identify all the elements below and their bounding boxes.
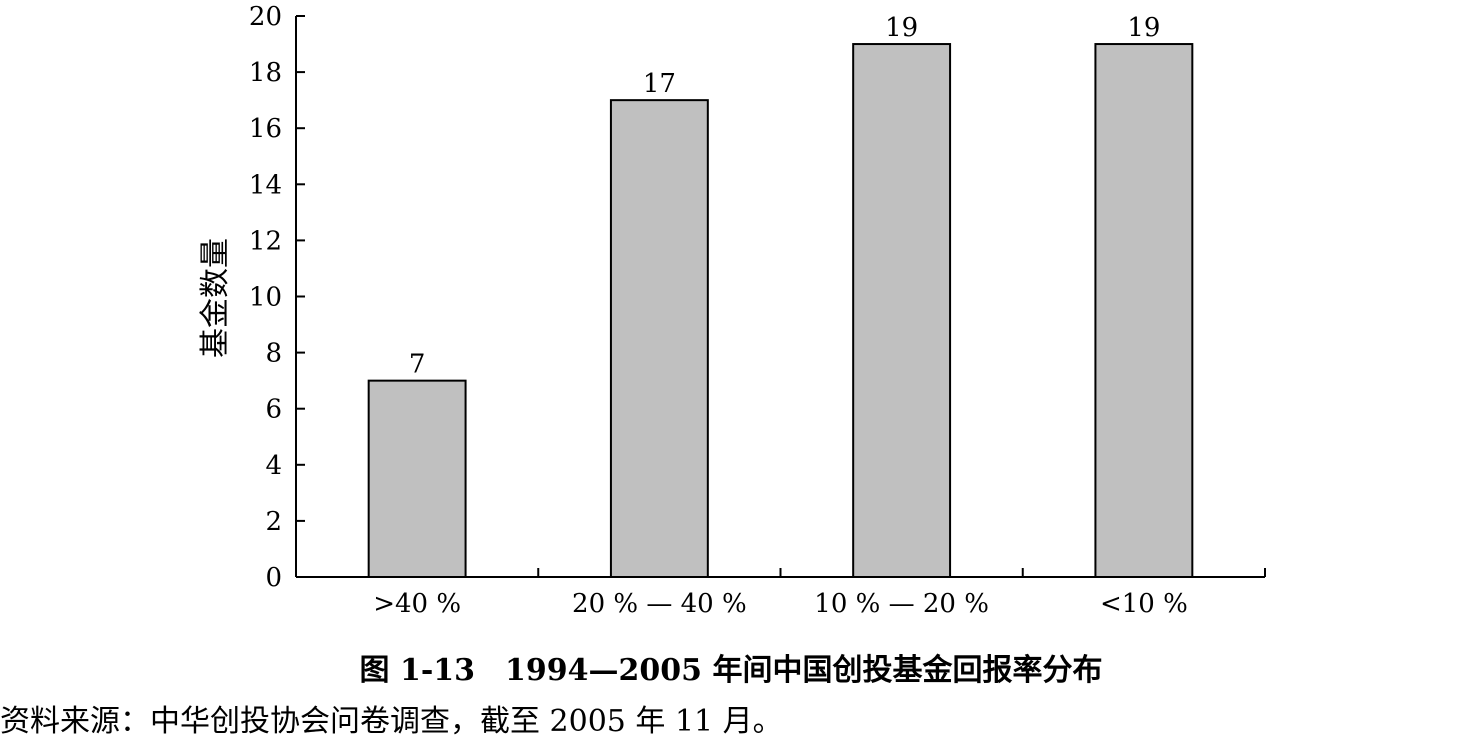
bar-value-labels: 7 17 19 19 (409, 13, 1161, 380)
bar (1094, 43, 1194, 579)
y-axis: 0 2 4 6 8 10 12 14 16 18 20 (249, 2, 305, 593)
y-tick-label: 8 (265, 339, 282, 369)
bar-value-label: 19 (1127, 13, 1160, 43)
x-tick-label: 20 % — 40 % (572, 589, 747, 619)
y-tick-label: 16 (249, 114, 282, 144)
y-tick-label: 4 (265, 451, 282, 481)
y-tick-label: 14 (249, 170, 282, 200)
bar-value-label: 7 (409, 350, 426, 380)
y-axis-label: 基金数量 (198, 238, 233, 358)
x-tick-label: <10 % (1100, 589, 1188, 619)
figure-caption: 图 1-13 1994—2005 年间中国创投基金回报率分布 (359, 653, 1103, 688)
x-tick-labels: >40 % 20 % — 40 % 10 % — 20 % <10 % (373, 589, 1188, 619)
bar-chart: 0 2 4 6 8 10 12 14 16 18 20 7 17 19 19 >40 % 20 % — 40… (198, 2, 1266, 619)
y-tick-label: 6 (265, 395, 282, 425)
y-tick-label: 12 (249, 226, 282, 256)
bar-value-label: 17 (643, 69, 676, 99)
y-tick-label: 18 (249, 58, 282, 88)
bar (609, 99, 709, 579)
source-note: 资料来源：中华创投协会问卷调查，截至 2005 年 11 月。 (0, 704, 783, 739)
bar-value-label: 19 (885, 13, 918, 43)
y-tick-label: 2 (265, 507, 282, 537)
x-tick-label: 10 % — 20 % (814, 589, 989, 619)
bars (367, 43, 1194, 579)
bar (852, 43, 952, 579)
x-tick-label: >40 % (373, 589, 461, 619)
bar (367, 379, 467, 578)
y-tick-label: 20 (249, 2, 282, 32)
y-tick-label: 0 (265, 563, 282, 593)
y-tick-label: 10 (249, 283, 282, 313)
